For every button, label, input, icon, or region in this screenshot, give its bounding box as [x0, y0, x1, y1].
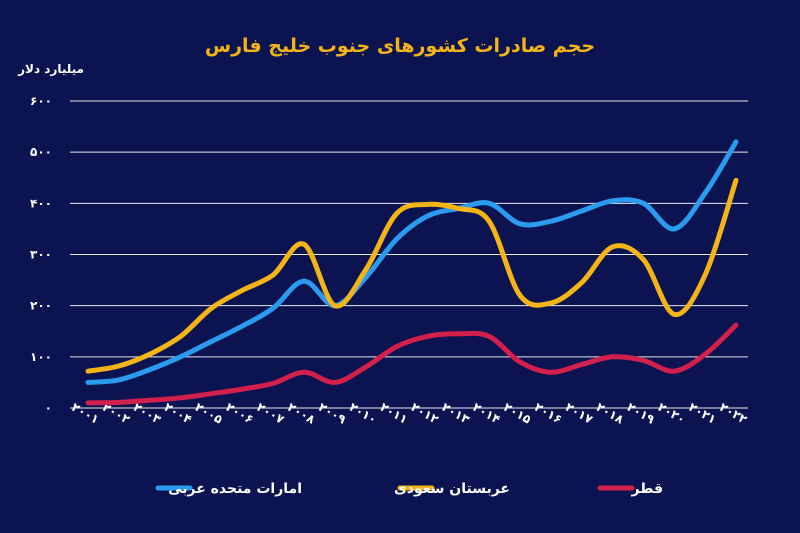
- x-tick-label: ٢٠١٧: [563, 400, 596, 427]
- chart-title: حجم صادرات کشورهای جنوب خلیج فارس: [205, 35, 595, 57]
- x-tick-label: ٢٠٠٣: [131, 400, 164, 427]
- x-tick-label: ٢٠١٩: [625, 400, 658, 427]
- y-tick-label: ٢٠٠: [30, 299, 52, 313]
- x-tick-label: ٢٠١٠: [347, 400, 379, 427]
- legend-label: قطر: [630, 481, 663, 497]
- x-tick-label: ٢٠١٣: [439, 400, 472, 427]
- series-line: [85, 139, 739, 385]
- x-tick-label: ٢٠١١: [378, 400, 410, 427]
- x-tick-label: ٢٠٠۵: [193, 400, 225, 427]
- x-tick-label: ٢٠١٨: [594, 400, 627, 427]
- y-tick-label: ۶٠٠: [30, 94, 52, 108]
- y-tick-label: ۴٠٠: [30, 196, 52, 210]
- y-tick-label: ٣٠٠: [30, 248, 52, 262]
- series-line: [85, 322, 739, 406]
- x-tick-label: ٢٠٠٩: [316, 400, 349, 427]
- x-tick-label: ٢٠٢١: [686, 400, 718, 427]
- x-tick-label: ٢٠١٢: [409, 400, 442, 427]
- x-tick-label: ٢٠٠۶: [223, 400, 255, 427]
- x-tick-label: ٢٠٠٧: [254, 400, 287, 427]
- x-tick-label: ٢٠١۵: [501, 400, 533, 427]
- y-tick-label: ٠: [45, 401, 52, 415]
- series-line: [85, 177, 739, 374]
- legend: امارات متحده عربی عربستان سعودی قطر: [155, 481, 663, 497]
- x-tick-label: ٢٠١۴: [470, 400, 502, 427]
- x-tick-label: ٢٠١۶: [532, 400, 564, 427]
- y-tick-label: ۵٠٠: [30, 145, 52, 159]
- x-tick-label: ٢٠٠٨: [285, 400, 318, 427]
- y-axis-ticks: ٠ ١٠٠ ٢٠٠ ٣٠٠ ۴٠٠ ۵٠٠ ۶٠٠: [30, 94, 52, 415]
- x-tick-label: ٢٠٢٢: [717, 400, 750, 427]
- x-tick-label: ٢٠٠۴: [162, 400, 194, 427]
- legend-label: عربستان سعودی: [394, 481, 510, 497]
- y-axis-label: میلیارد دلار: [17, 62, 84, 76]
- y-tick-label: ١٠٠: [30, 350, 52, 364]
- legend-label: امارات متحده عربی: [168, 481, 302, 497]
- series-lines: [85, 139, 739, 406]
- x-tick-label: ٢٠٢٠: [655, 400, 687, 427]
- x-axis-ticks: ٢٠٠١٢٠٠٢٢٠٠٣٢٠٠۴٢٠٠۵٢٠٠۶٢٠٠٧٢٠٠٨٢٠٠٩٢٠١٠…: [69, 400, 750, 427]
